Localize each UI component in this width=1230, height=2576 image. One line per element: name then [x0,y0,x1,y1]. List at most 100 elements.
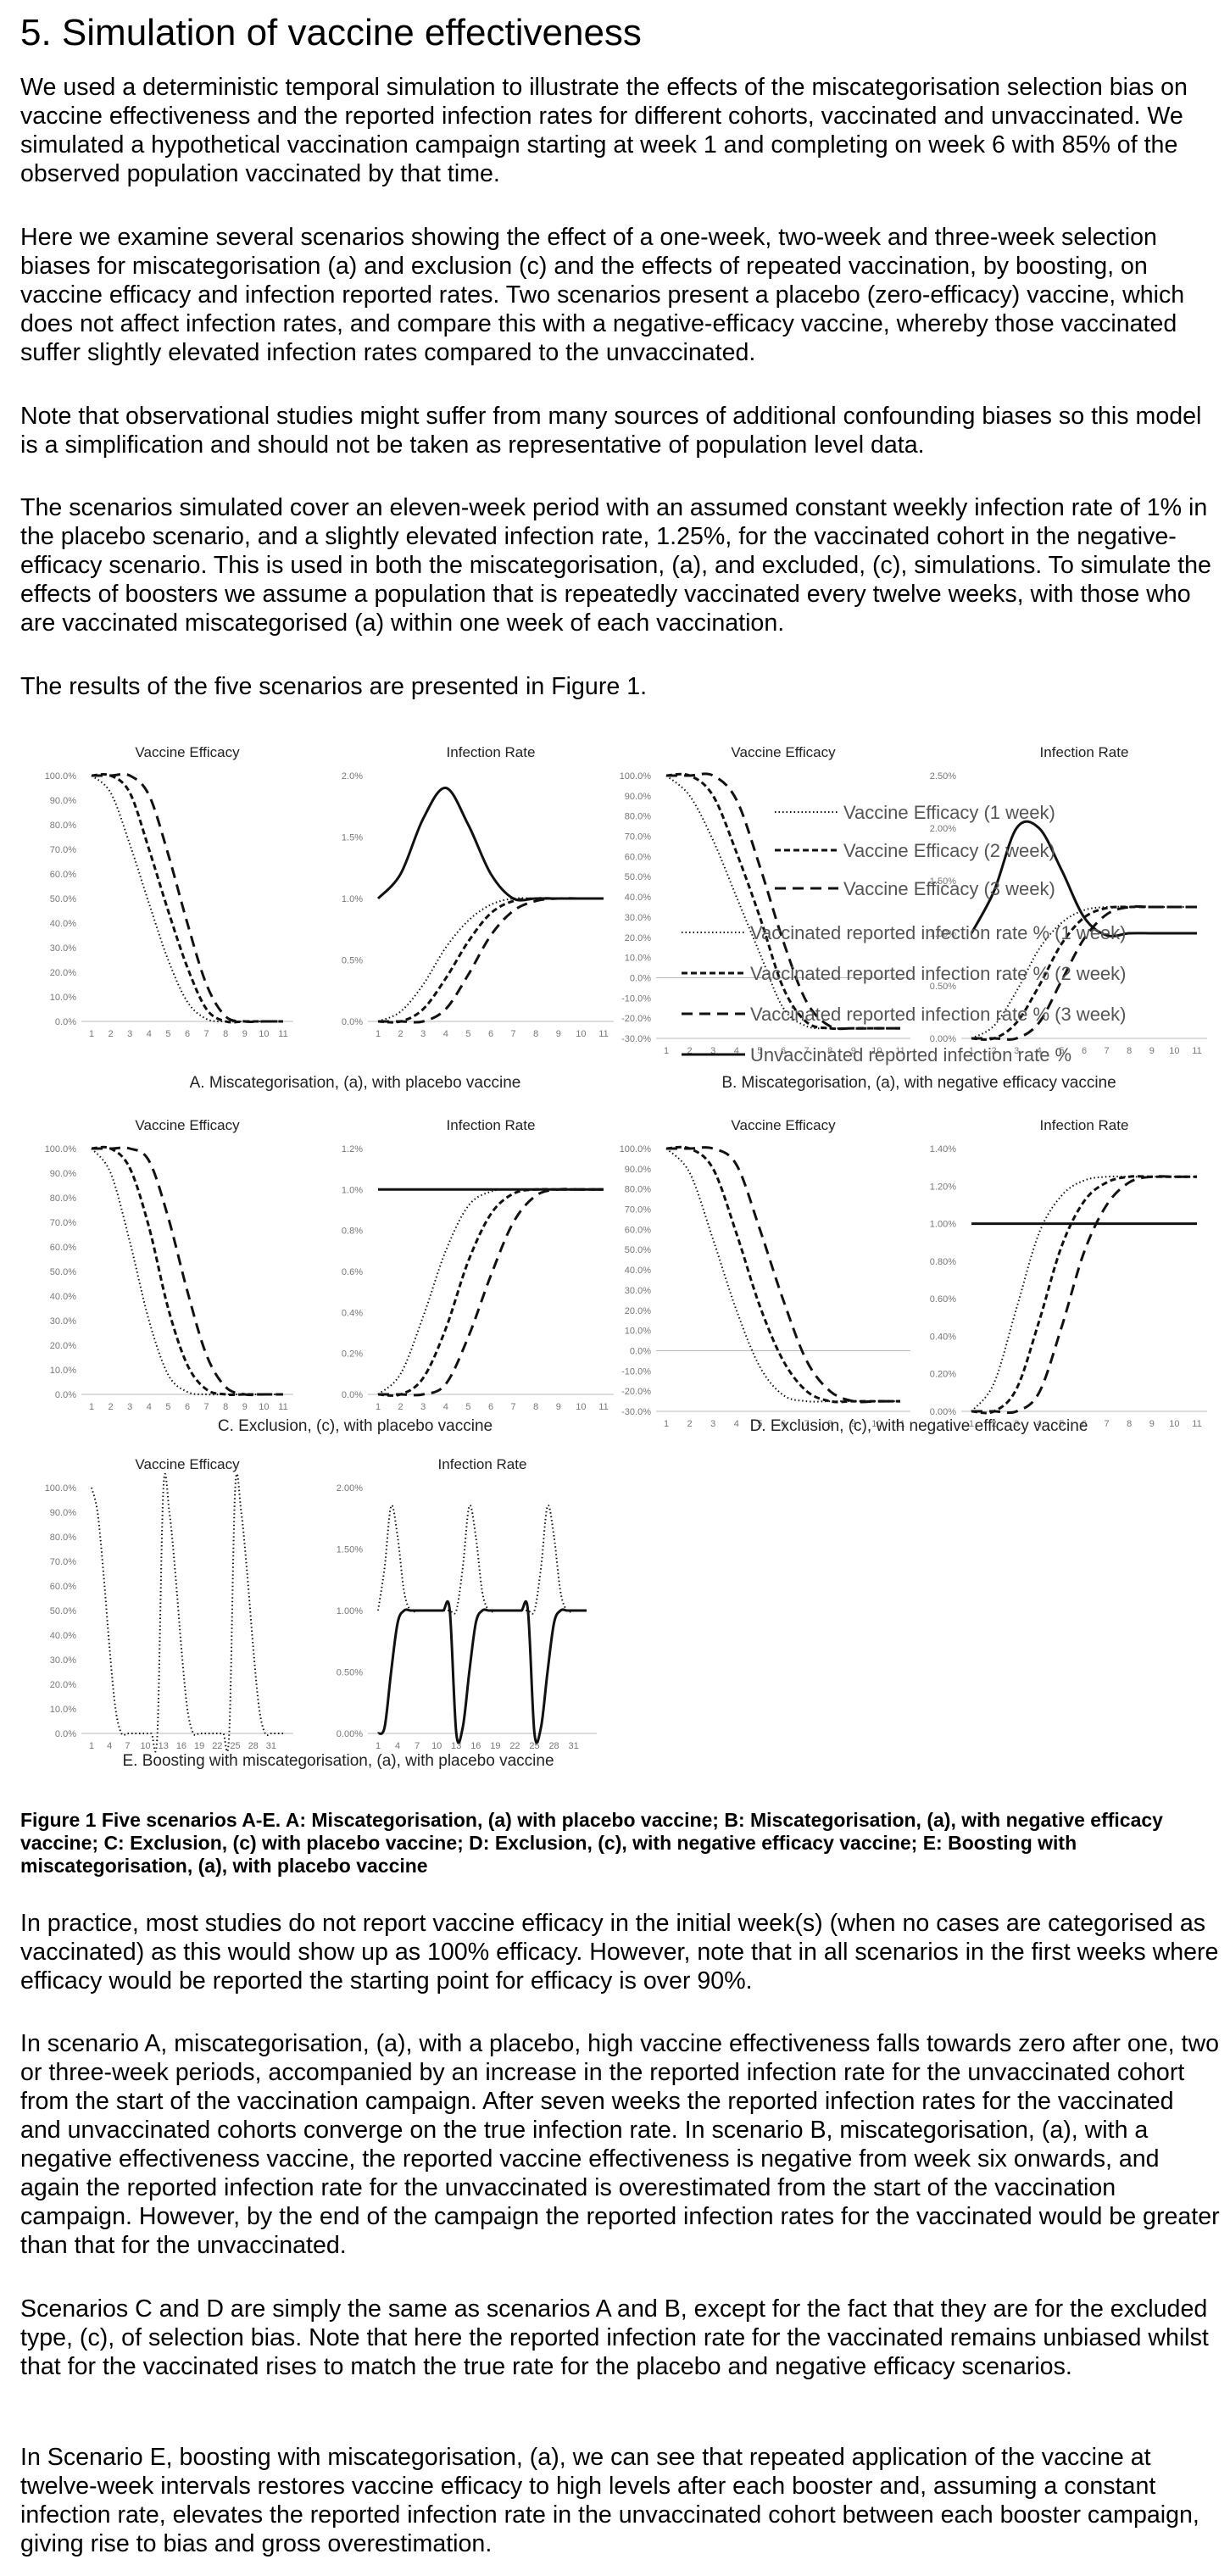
series-line-dashed [91,1145,283,1396]
y-tick-label: 0.2% [342,1349,363,1360]
panel-d: Vaccine Efficacy100.0%90.0%80.0%70.0%60.… [620,1117,1207,1435]
y-tick-label: 10.0% [625,954,651,964]
y-tick-label: 0.6% [342,1267,363,1277]
x-tick-label: 9 [1149,1046,1155,1056]
x-tick-label: 28 [248,1741,259,1751]
legend-label: Unvaccinated reported infection rate % [750,1044,1071,1065]
y-tick-label: 0.0% [342,1390,363,1400]
series-line-solid [970,820,1197,937]
panel-b: Vaccine Efficacy100.0%90.0%80.0%70.0%60.… [620,744,1207,1092]
chart-c-efficacy: Vaccine Efficacy100.0%90.0%80.0%70.0%60.… [45,1117,293,1412]
series-line-dotted [665,1148,900,1403]
panel-caption: B. Miscategorisation, (a), with negative… [721,1074,1116,1092]
x-tick-label: 2 [687,1419,693,1429]
y-tick-label: 1.00% [930,1220,956,1230]
x-tick-label: 16 [470,1741,481,1751]
figure-caption: Figure 1 Five scenarios A-E. A: Miscateg… [20,1809,1163,1877]
series-line-dotted [377,1504,587,1615]
y-tick-label: 10.0% [50,1366,76,1376]
x-tick-label: 4 [734,1046,739,1056]
x-tick-label: 8 [533,1029,538,1039]
series-line-dashed [91,773,283,1024]
y-tick-label: 0.80% [930,1257,956,1267]
x-tick-label: 1 [969,1419,974,1429]
y-tick-label: 0.50% [930,982,956,992]
y-tick-label: 1.00% [337,1606,363,1616]
y-tick-label: 1.50% [337,1545,363,1555]
series-line-dotted [377,897,604,1022]
y-tick-label: 2.00% [930,824,956,834]
y-tick-label: 50.0% [625,1245,651,1255]
x-tick-label: 10 [1169,1419,1179,1429]
series-line-dashed [377,897,604,1024]
x-tick-label: 19 [490,1741,500,1751]
y-tick-label: 40.0% [625,893,651,903]
y-tick-label: 100.0% [45,771,77,782]
x-tick-label: 9 [851,1419,856,1429]
legend-label: Vaccinated reported infection rate % (3 … [750,1004,1127,1025]
x-tick-label: 6 [488,1402,493,1412]
legend-label: Vaccinated reported infection rate % (1 … [750,922,1127,943]
series-line-longdash [378,897,604,1024]
chart-b-infection-rate: Infection Rate 2.50% 2.00% 1.50% 1.00% 0.50% 0… [930,744,1207,1056]
y-tick-label: 80.0% [50,1193,76,1204]
x-tick-label: 11 [895,1046,904,1056]
x-tick-label: 10 [576,1029,586,1039]
y-tick-label: 60.0% [50,1243,76,1253]
x-tick-label: 5 [757,1046,762,1056]
series-line-dashed [377,1188,604,1397]
chart-title: Vaccine Efficacy [135,744,240,760]
panel-e: Vaccine Efficacy100.0%90.0%80.0%70.0%60.… [45,1456,597,1770]
y-tick-label: 80.0% [625,1185,651,1195]
chart-d-efficacy: Vaccine Efficacy100.0%90.0%80.0%70.0%60.… [620,1117,910,1429]
x-tick-label: 1 [664,1046,669,1056]
y-tick-label: 2.50% [930,771,956,782]
series-line-longdash [91,1146,283,1397]
x-tick-label: 3 [710,1046,715,1056]
x-tick-label: 9 [556,1029,561,1039]
chart-title: Vaccine Efficacy [731,744,836,760]
x-tick-label: 1 [376,1029,381,1039]
y-tick-label: 50.0% [50,1267,76,1277]
paragraph-simulation-setup: The scenarios simulated cover an eleven-… [20,494,1211,637]
x-tick-label: 7 [204,1402,209,1412]
x-tick-label: 2 [687,1046,693,1056]
chart-a-infection-rate: Infection Rate 2.0% 1.5% 1.0% 0.5% 0.0% 1 2 3 4 5 6… [342,744,614,1039]
series-line-longdash [971,1175,1197,1415]
y-tick-label: 80.0% [50,821,76,831]
y-tick-label: -20.0% [621,1387,651,1397]
chart-c-infection-rate: Infection Rate 1.2% 1.0% 0.8% 0.6% 0.4% 0.2% 0.… [342,1117,614,1412]
x-tick-label: 11 [598,1029,608,1039]
x-tick-label: 28 [548,1741,559,1751]
x-tick-label: 11 [278,1402,287,1412]
x-tick-label: 2 [398,1029,404,1039]
x-tick-label: 6 [1082,1419,1087,1429]
x-tick-label: 3 [1014,1419,1019,1429]
chart-title: Vaccine Efficacy [731,1117,836,1133]
series-line-dotted [377,1188,604,1395]
y-tick-label: 90.0% [50,1508,76,1518]
y-tick-label: 100.0% [45,1144,77,1154]
y-tick-label: 1.40% [930,1144,956,1154]
x-tick-label: 3 [1014,1046,1019,1056]
y-tick-label: 90.0% [50,796,76,806]
y-tick-label: 2.0% [342,771,363,782]
panel-c: Vaccine Efficacy100.0%90.0%80.0%70.0%60.… [45,1117,614,1435]
x-tick-label: 31 [266,1741,276,1751]
x-tick-label: 10 [871,1046,882,1056]
y-tick-label: -30.0% [621,1034,651,1044]
chart-title: Infection Rate [447,744,536,760]
x-tick-label: 1 [89,1029,94,1039]
figure-1-charts: Vaccine Efficacy100.0%90.0%80.0%70.0%60.… [45,744,1207,1770]
chart-title: Infection Rate [1040,744,1129,760]
x-tick-label: 13 [159,1741,169,1751]
x-tick-label: 11 [1192,1046,1201,1056]
x-tick-label: 6 [781,1419,786,1429]
y-tick-label: 40.0% [50,919,76,929]
x-tick-label: 5 [165,1402,170,1412]
y-tick-label: -10.0% [621,993,651,1004]
x-tick-label: 8 [827,1419,832,1429]
y-tick-label: 50.0% [50,894,76,904]
x-tick-label: 22 [509,1741,520,1751]
y-tick-label: 70.0% [50,1557,76,1567]
